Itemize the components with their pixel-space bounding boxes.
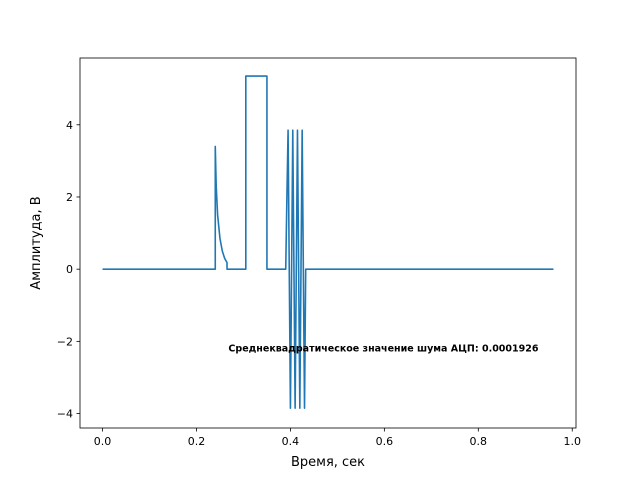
x-axis-label: Время, сек bbox=[291, 455, 365, 470]
noise-annotation: Среднеквадратическое значение шума АЦП: … bbox=[228, 344, 538, 355]
x-tick-label: 0.8 bbox=[470, 435, 488, 448]
series-line-0 bbox=[102, 75, 554, 409]
y-tick-label: −2 bbox=[57, 335, 73, 348]
x-tick-label: 0.6 bbox=[376, 435, 394, 448]
axes-frame bbox=[79, 57, 577, 429]
y-axis-label: Амплитуда, В bbox=[29, 196, 44, 289]
y-tick-label: 2 bbox=[66, 191, 73, 204]
x-tick-label: 0.4 bbox=[282, 435, 300, 448]
axis-ticks: 0.0 0.2 0.4 0.6 0.8 1.0 −4 −2 0 2 4 bbox=[57, 119, 581, 448]
y-tick-label: 4 bbox=[66, 119, 73, 132]
plot-area bbox=[102, 75, 554, 409]
x-tick-label: 0.2 bbox=[188, 435, 206, 448]
y-tick-label: −4 bbox=[57, 408, 73, 421]
y-tick-label: 0 bbox=[66, 263, 73, 276]
x-tick-label: 0.0 bbox=[94, 435, 112, 448]
x-tick-label: 1.0 bbox=[563, 435, 581, 448]
